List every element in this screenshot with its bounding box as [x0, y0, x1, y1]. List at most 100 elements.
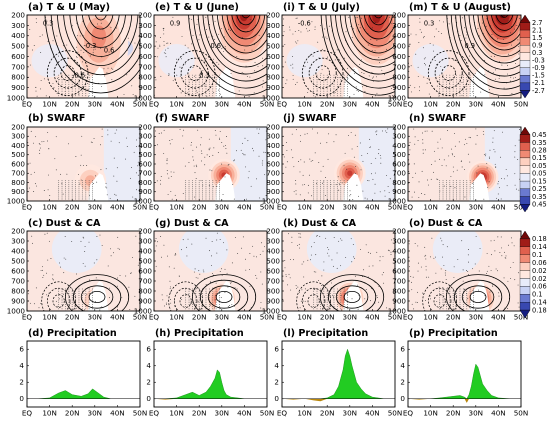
stipple-dot: [61, 301, 63, 303]
stipple-dot: [85, 79, 87, 81]
x-tick-label: 50N: [133, 100, 148, 109]
stipple-dot: [81, 188, 83, 190]
stipple-dot: [466, 297, 468, 299]
stipple-dot: [443, 185, 445, 187]
contours: [446, 274, 511, 311]
stipple-dot: [385, 130, 387, 132]
stipple-dot: [422, 292, 424, 294]
stipple-dot: [208, 149, 210, 151]
stipple-dot: [438, 93, 440, 95]
y-tick-label: 0: [19, 394, 24, 403]
stipple-dot: [462, 303, 464, 305]
stipple-dot: [515, 188, 517, 190]
stipple-dot: [454, 133, 455, 134]
stipple-dot: [494, 69, 496, 71]
stipple-dot: [27, 142, 29, 144]
x-tick-label: 50N: [514, 409, 529, 418]
panel-plot-area: [27, 388, 140, 400]
x-tick-label: EQ: [22, 409, 33, 418]
stipple-dot: [459, 81, 461, 83]
stipple-dot: [347, 292, 348, 294]
stipple-dot: [101, 245, 103, 246]
stipple-dot: [452, 166, 454, 168]
stipple-dot: [206, 154, 208, 156]
stipple-dot: [85, 92, 87, 94]
stipple-dot: [378, 285, 380, 287]
stipple-dot: [333, 196, 335, 198]
x-tick-label: 20N: [65, 313, 80, 322]
stipple-dot: [219, 130, 221, 132]
stipple-dot: [157, 241, 158, 243]
colorbar-tick-label: 0.45: [532, 131, 547, 139]
stipple-dot: [76, 273, 77, 275]
contour-line: [464, 15, 521, 70]
stipple-dot: [330, 306, 332, 308]
stipple-dot: [433, 57, 435, 59]
stipple-dot: [88, 279, 90, 281]
stipple-dot: [45, 19, 47, 21]
stipple-dot: [439, 88, 441, 90]
stipple-dot: [439, 180, 441, 182]
stipple-dot: [418, 181, 420, 183]
stipple-dot: [416, 302, 418, 303]
stipple-dot: [310, 254, 312, 256]
stipple-dot: [517, 39, 519, 41]
contour-line: [187, 65, 202, 81]
stipple-dot: [355, 165, 357, 167]
stipple-dot: [304, 133, 306, 135]
stipple-dot: [354, 275, 356, 277]
stipple-dot: [359, 27, 361, 29]
stipple-dot: [321, 69, 323, 71]
stipple-dot: [295, 183, 297, 185]
stipple-dot: [160, 175, 162, 177]
colorbar-segment: [519, 67, 531, 76]
stipple-dot: [191, 306, 193, 308]
stipple-dot: [71, 303, 73, 305]
stipple-dot: [52, 40, 54, 42]
stipple-dot: [469, 299, 471, 301]
stipple-dot: [188, 74, 190, 76]
stipple-dot: [333, 301, 335, 303]
stipple-dot: [380, 157, 382, 159]
stipple-dot: [316, 182, 318, 184]
stipple-dot: [320, 170, 322, 172]
contour-line: [88, 15, 114, 30]
stipple-dot: [71, 186, 73, 188]
stipple-dot: [322, 36, 324, 38]
stipple-dot: [301, 263, 303, 265]
stipple-dot: [433, 150, 435, 152]
stipple-dot: [211, 241, 213, 243]
stipple-dot: [188, 184, 190, 186]
stipple-dot: [68, 83, 70, 85]
stipple-dot: [429, 295, 431, 297]
stipple-dot: [200, 144, 201, 146]
stipple-dot: [111, 67, 112, 69]
stipple-dot: [315, 271, 317, 273]
stipple-dot: [215, 288, 217, 290]
stipple-dot: [452, 90, 454, 92]
stipple-dot: [208, 182, 210, 184]
stipple-dot: [323, 261, 325, 263]
stipple-dot: [249, 253, 251, 254]
stipple-dot: [473, 190, 474, 192]
stipple-dot: [452, 86, 454, 88]
stipple-dot: [413, 191, 415, 193]
stipple-dot: [316, 95, 318, 97]
stipple-dot: [483, 154, 485, 155]
stipple-dot: [386, 48, 387, 50]
stipple-dot: [202, 269, 204, 271]
panel-title: (n) SWARF: [409, 113, 466, 124]
stipple-dot: [439, 90, 441, 92]
stipple-dot: [435, 28, 437, 30]
stipple-columns: [185, 74, 220, 97]
y-tick-label: 400: [266, 31, 280, 40]
stipple-dot: [499, 252, 501, 254]
stipple-dot: [449, 77, 451, 78]
stipple-dot: [56, 35, 58, 37]
stipple-dot: [173, 300, 175, 302]
contour-line: [315, 65, 330, 81]
stipple-dot: [456, 180, 458, 182]
stipple-dot: [208, 192, 210, 194]
stipple-dot: [88, 196, 90, 198]
stipple-dot: [78, 303, 80, 305]
